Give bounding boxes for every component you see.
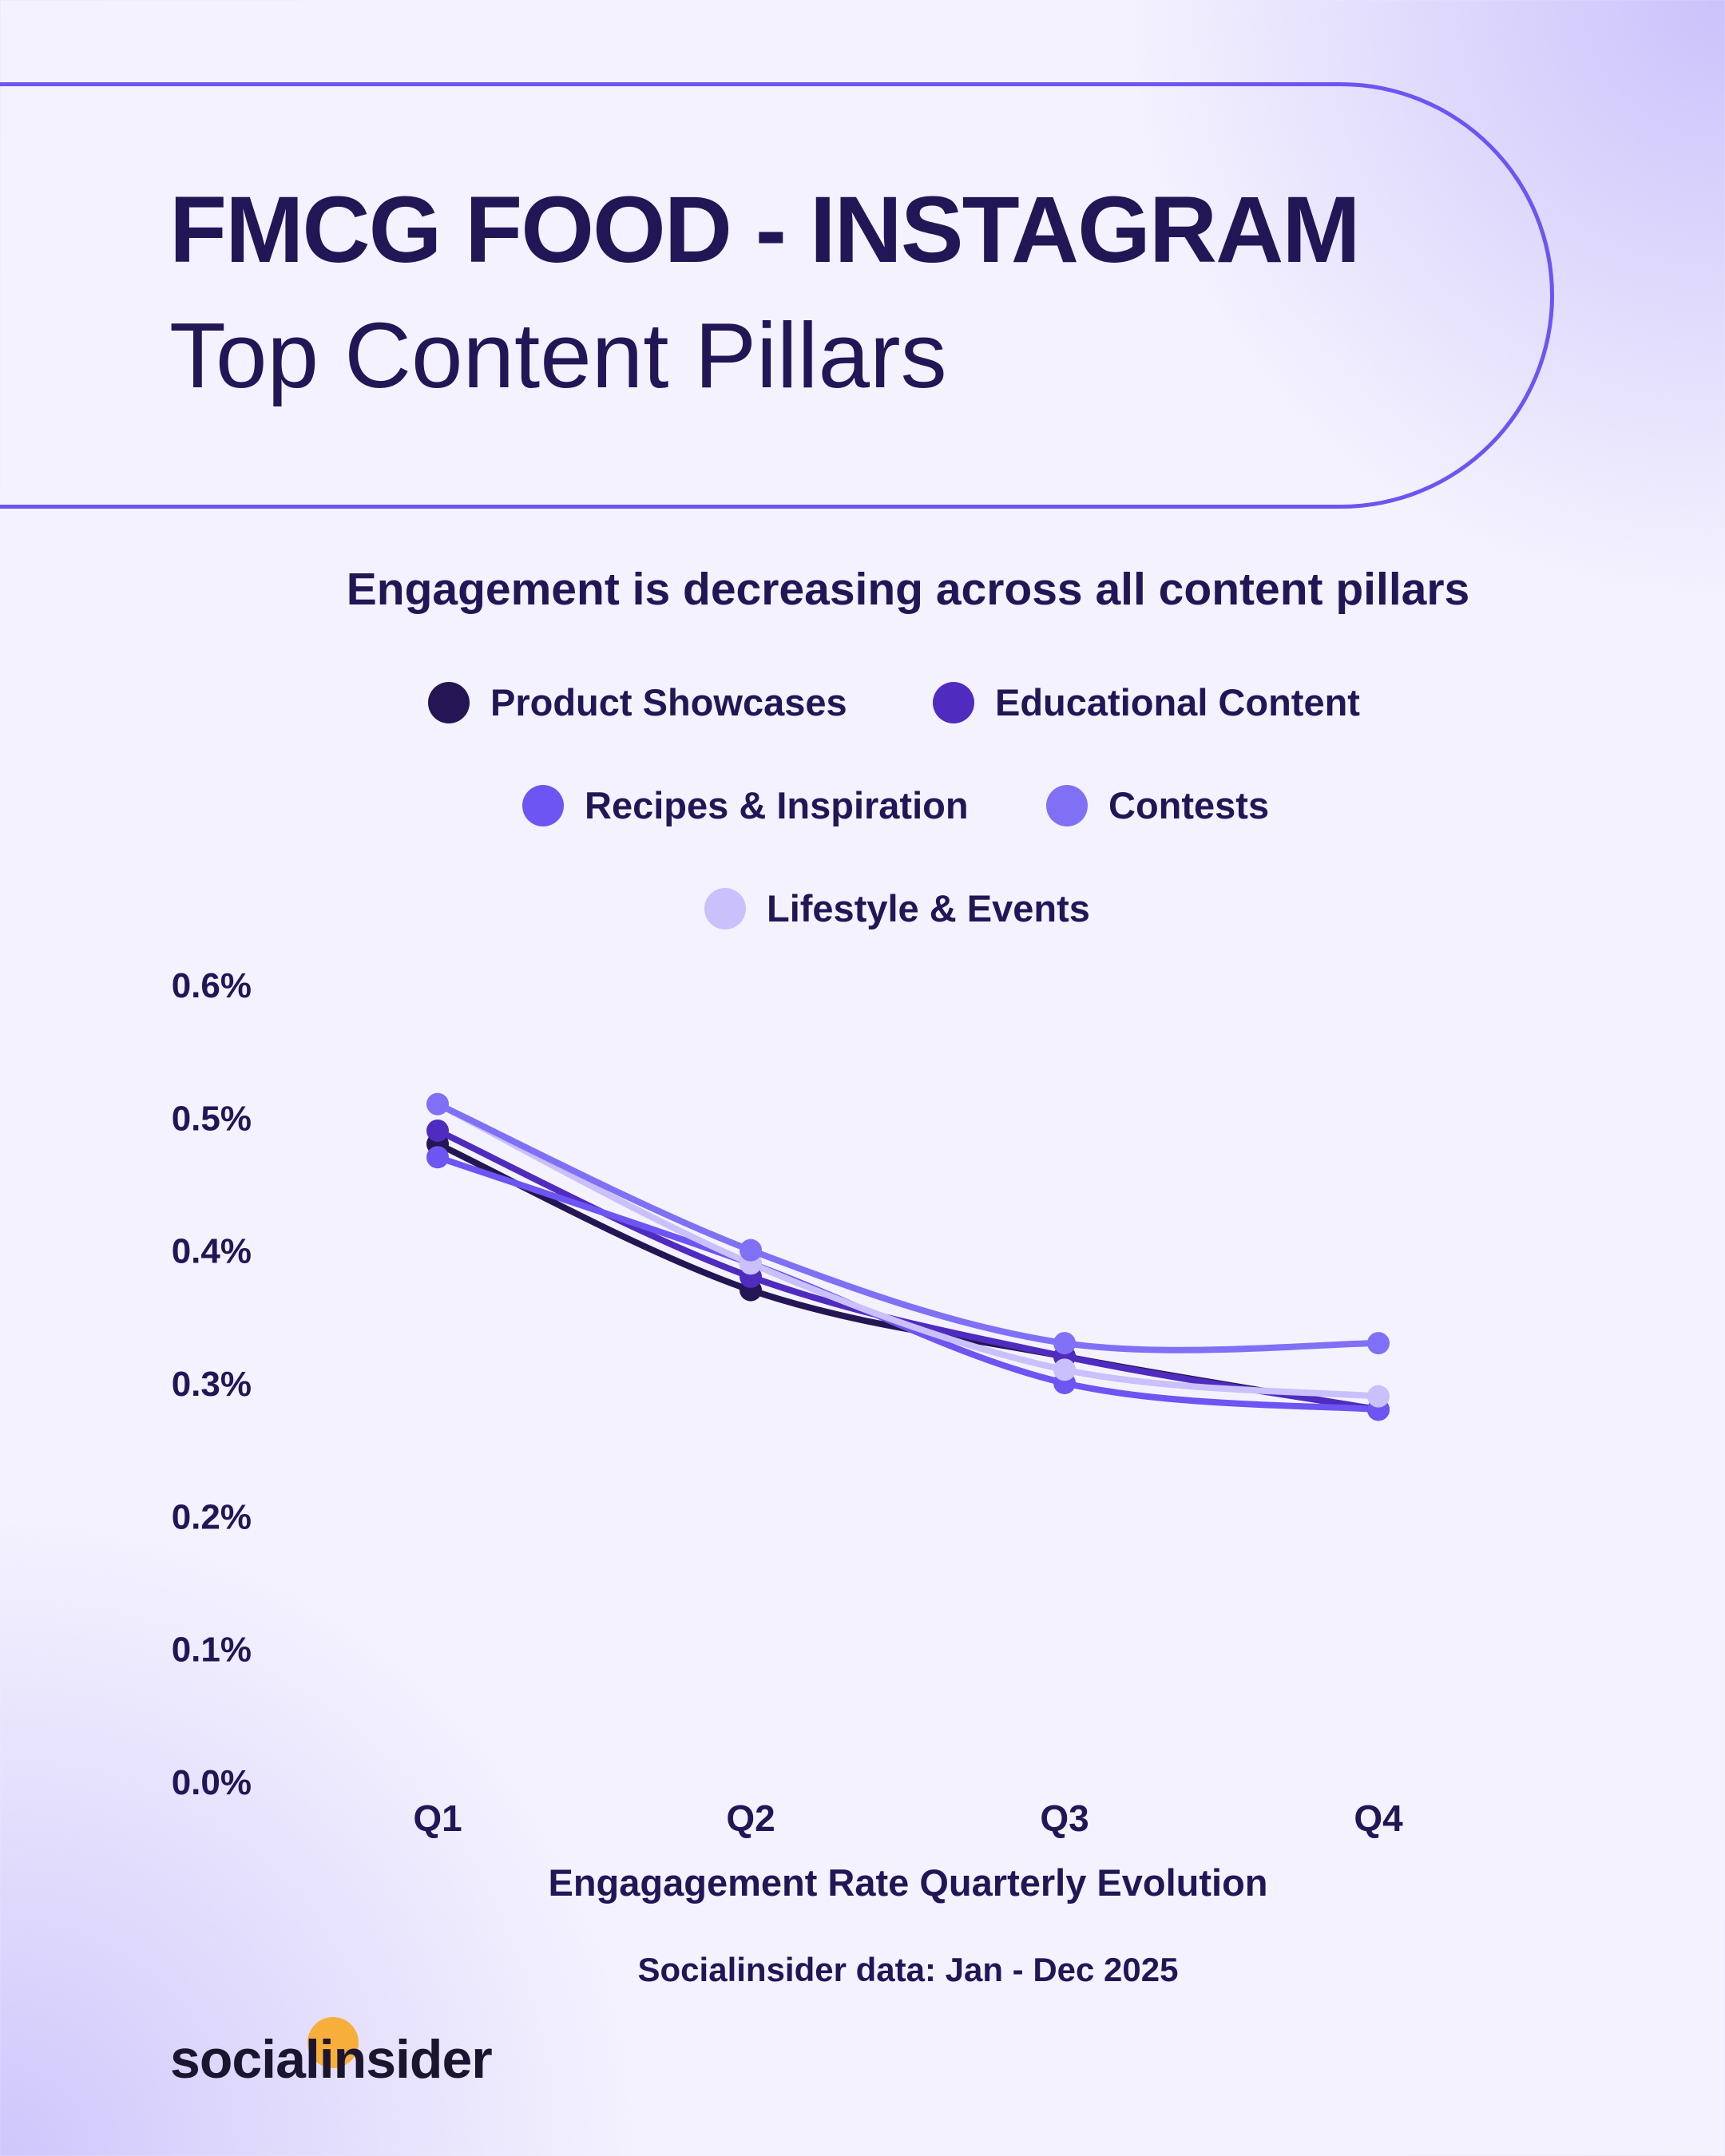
header-outline <box>0 82 1554 509</box>
logo-face-icon <box>307 2017 359 2068</box>
legend-item[interactable]: Educational Content <box>933 680 1360 724</box>
data-point <box>426 1119 449 1142</box>
x-tick-label: Q2 <box>726 1797 775 1839</box>
chart-title: Engagement is decreasing across all cont… <box>346 564 1470 615</box>
series-line <box>436 1101 1379 1353</box>
legend-dot-icon <box>428 681 470 723</box>
legend-item[interactable]: Recipes & Inspiration <box>522 783 969 827</box>
y-tick-label: 0.5% <box>172 1099 252 1138</box>
legend-label: Recipes & Inspiration <box>585 784 969 826</box>
page-subtitle: Top Content Pillars <box>169 303 947 407</box>
y-tick-label: 0.6% <box>172 966 252 1005</box>
x-tick-label: Q3 <box>1040 1797 1089 1839</box>
y-tick-label: 0.0% <box>172 1763 252 1802</box>
y-tick-label: 0.1% <box>172 1631 252 1670</box>
data-point <box>740 1239 762 1262</box>
series-line <box>436 1101 1379 1400</box>
y-tick-label: 0.2% <box>172 1497 252 1536</box>
series-line <box>436 1140 1379 1413</box>
legend-label: Educational Content <box>995 681 1360 723</box>
x-tick-label: Q1 <box>413 1797 462 1839</box>
legend-label: Product Showcases <box>490 681 847 723</box>
legend-dot-icon <box>933 681 974 723</box>
y-tick-label: 0.3% <box>172 1365 252 1404</box>
legend-dot-icon <box>522 784 564 826</box>
legend-dot-icon <box>1046 784 1088 826</box>
legend-dot-icon <box>704 887 746 929</box>
x-axis-label: Engagagement Rate Quarterly Evolution <box>548 1861 1268 1904</box>
data-point <box>1053 1332 1076 1355</box>
source-note: Socialinsider data: Jan - Dec 2025 <box>637 1951 1179 1988</box>
data-point <box>1367 1385 1390 1408</box>
legend-item[interactable]: Product Showcases <box>428 680 847 724</box>
logo: socialinsider <box>170 2029 493 2090</box>
x-tick-label: Q4 <box>1354 1797 1403 1839</box>
data-point <box>1367 1332 1390 1355</box>
y-tick-label: 0.4% <box>172 1232 252 1271</box>
legend-label: Contests <box>1108 784 1270 826</box>
data-point <box>426 1092 449 1116</box>
legend-item[interactable]: Lifestyle & Events <box>704 886 1090 930</box>
page-title: FMCG FOOD - INSTAGRAM <box>169 177 1361 283</box>
data-point <box>1053 1358 1076 1381</box>
legend-label: Lifestyle & Events <box>767 887 1090 929</box>
legend-item[interactable]: Contests <box>1046 783 1269 827</box>
data-point <box>426 1146 449 1169</box>
series-line <box>436 1154 1379 1413</box>
